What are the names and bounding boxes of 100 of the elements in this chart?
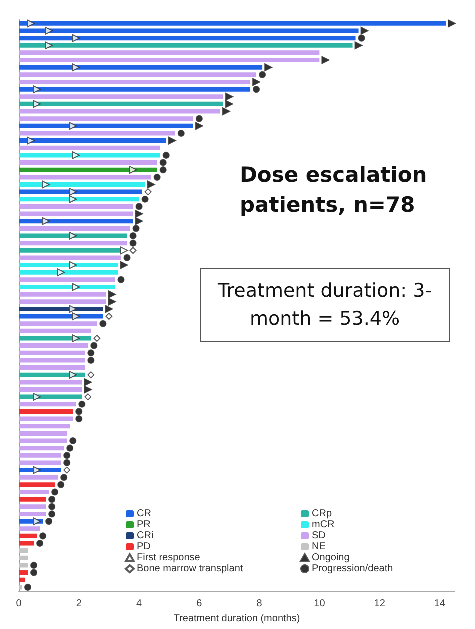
bar	[19, 197, 140, 202]
bar	[19, 541, 34, 546]
point	[42, 217, 50, 226]
bar	[19, 314, 104, 319]
point	[69, 195, 78, 204]
point	[84, 386, 92, 394]
point	[72, 64, 80, 72]
point	[72, 151, 80, 160]
bar	[19, 431, 68, 436]
point	[100, 320, 107, 328]
bar	[19, 475, 58, 480]
point	[69, 232, 78, 240]
point	[136, 203, 143, 210]
legend-label: First response	[137, 552, 201, 564]
bar	[19, 563, 28, 568]
point	[45, 26, 54, 35]
annotation: Dose escalation patients, n=78	[240, 162, 428, 219]
point	[360, 26, 369, 35]
bar	[19, 256, 122, 260]
point	[64, 452, 71, 460]
point	[195, 122, 204, 130]
point	[58, 481, 65, 488]
bar	[19, 453, 62, 458]
point	[225, 92, 234, 101]
point	[322, 56, 330, 64]
point	[52, 488, 59, 496]
bar	[19, 204, 134, 209]
bar	[19, 116, 194, 122]
x-tick-label: 14	[434, 598, 446, 610]
point	[69, 122, 78, 130]
point	[162, 152, 170, 159]
point	[253, 86, 260, 94]
bar	[19, 534, 38, 538]
bar	[19, 300, 106, 304]
bar	[19, 460, 62, 466]
point	[160, 159, 167, 166]
point	[108, 290, 116, 299]
bar	[19, 190, 142, 194]
point	[72, 34, 80, 42]
bar	[19, 424, 70, 429]
bar	[19, 380, 82, 385]
bar	[19, 284, 116, 290]
point	[108, 298, 116, 306]
point	[72, 283, 80, 292]
point	[84, 394, 92, 401]
point	[72, 334, 80, 342]
bar	[19, 270, 118, 275]
legend-label: mCR	[312, 520, 335, 530]
bar	[19, 146, 160, 150]
bar	[19, 556, 28, 560]
point	[354, 42, 363, 50]
point	[46, 518, 53, 526]
bar	[19, 234, 128, 238]
point	[222, 108, 230, 116]
point	[33, 393, 42, 402]
point	[154, 174, 161, 181]
bar	[19, 168, 158, 172]
bar	[19, 482, 56, 488]
point	[24, 584, 32, 591]
bar	[19, 160, 158, 166]
bar	[19, 175, 152, 180]
x-tick-label: 10	[314, 598, 326, 610]
bar	[19, 87, 251, 92]
bar	[19, 328, 92, 334]
bar	[19, 226, 130, 231]
legend-label: Progression/death	[312, 564, 394, 574]
bar	[19, 570, 28, 576]
point	[90, 342, 98, 350]
bar	[19, 358, 86, 363]
point	[42, 180, 50, 189]
bar	[19, 43, 353, 48]
bar	[19, 219, 134, 224]
bar	[19, 94, 224, 100]
point	[30, 562, 38, 569]
bar	[19, 36, 356, 41]
bar	[19, 102, 224, 106]
point	[76, 416, 83, 423]
bar	[19, 585, 22, 590]
bar	[19, 21, 446, 26]
bar	[19, 526, 40, 532]
point	[48, 510, 56, 518]
bar	[19, 241, 128, 246]
bar	[19, 72, 257, 78]
point	[135, 217, 144, 226]
point	[69, 371, 78, 380]
point	[105, 305, 114, 314]
point	[252, 78, 261, 86]
point	[27, 136, 36, 145]
bar	[19, 278, 116, 282]
bar	[19, 438, 68, 444]
point	[168, 136, 176, 145]
bar	[19, 58, 320, 63]
legend-label: CRi	[137, 530, 154, 542]
bar	[19, 490, 50, 495]
bar	[19, 497, 46, 502]
point	[144, 188, 152, 196]
point	[448, 20, 456, 28]
point	[76, 408, 83, 416]
point	[135, 210, 144, 218]
bar	[19, 387, 82, 392]
